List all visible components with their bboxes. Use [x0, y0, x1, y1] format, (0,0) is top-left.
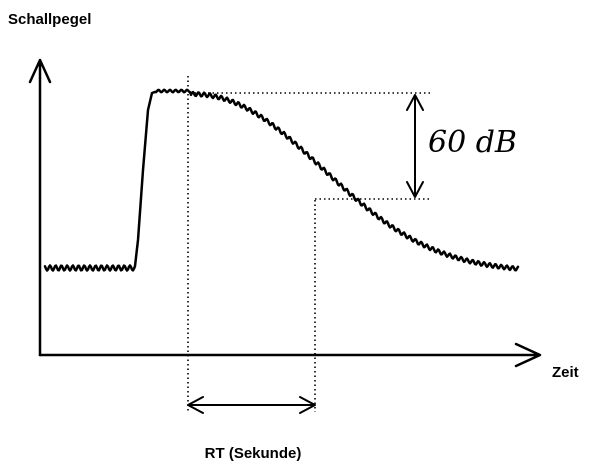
y-axis-label: Schallpegel [8, 11, 91, 28]
x-axis [38, 342, 542, 368]
level-drop-label: 60 dB [428, 125, 517, 160]
rt-arrow [187, 396, 316, 414]
decay-curve [43, 88, 520, 272]
y-axis [28, 58, 52, 357]
x-axis-label: Zeit [552, 364, 579, 381]
level-arrow [406, 94, 424, 198]
rt-label: RT (Sekunde) [205, 445, 302, 462]
